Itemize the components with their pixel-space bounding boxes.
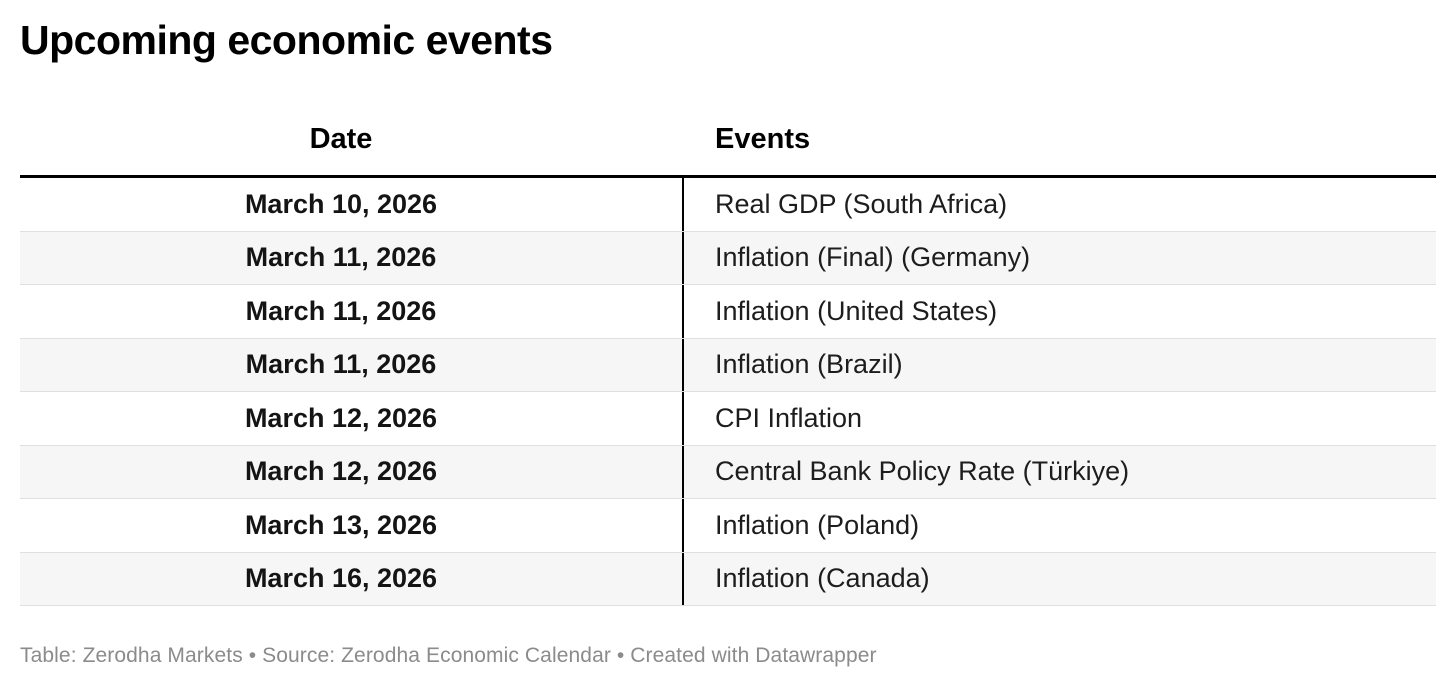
event-cell: Inflation (Final) (Germany) (682, 231, 1436, 285)
date-cell: March 11, 2026 (245, 295, 437, 326)
column-header-events: Events (715, 123, 811, 156)
column-header-date: Date (309, 123, 373, 156)
table-row: March 11, 2026 Inflation (Final) (German… (20, 231, 1436, 286)
date-cell: March 16, 2026 (244, 563, 438, 594)
event-cell: CPI Inflation (682, 392, 1436, 445)
table-row: March 12, 2026 Central Bank Policy Rate … (20, 445, 1436, 500)
table-footer-attribution: Table: Zerodha Markets • Source: Zerodha… (20, 644, 877, 668)
table-header-row: Date Events (20, 123, 1436, 179)
date-cell: March 11, 2026 (245, 349, 437, 380)
page-title: Upcoming economic events (20, 17, 553, 63)
table-row: March 10, 2026 Real GDP (South Africa) (20, 178, 1436, 232)
date-cell: March 12, 2026 (244, 402, 438, 433)
date-cell: March 11, 2026 (245, 242, 437, 273)
table-body: March 10, 2026 Real GDP (South Africa) M… (20, 178, 1436, 607)
event-cell: Inflation (Canada) (682, 552, 1436, 606)
date-cell: March 12, 2026 (244, 456, 438, 487)
table-row: March 11, 2026 Inflation (Brazil) (20, 338, 1436, 393)
table-row: March 12, 2026 CPI Inflation (20, 392, 1436, 446)
event-cell: Real GDP (South Africa) (682, 178, 1436, 231)
event-cell: Inflation (United States) (682, 285, 1436, 338)
table-row: March 13, 2026 Inflation (Poland) (20, 499, 1436, 553)
economic-events-table: Date Events March 10, 2026 Real GDP (Sou… (20, 123, 1436, 607)
event-cell: Inflation (Poland) (682, 499, 1436, 552)
date-cell: March 13, 2026 (244, 509, 438, 540)
date-cell: March 10, 2026 (244, 188, 438, 219)
table-row: March 11, 2026 Inflation (United States) (20, 285, 1436, 339)
table-row: March 16, 2026 Inflation (Canada) (20, 552, 1436, 607)
event-cell: Central Bank Policy Rate (Türkiye) (682, 445, 1436, 499)
event-cell: Inflation (Brazil) (682, 338, 1436, 392)
